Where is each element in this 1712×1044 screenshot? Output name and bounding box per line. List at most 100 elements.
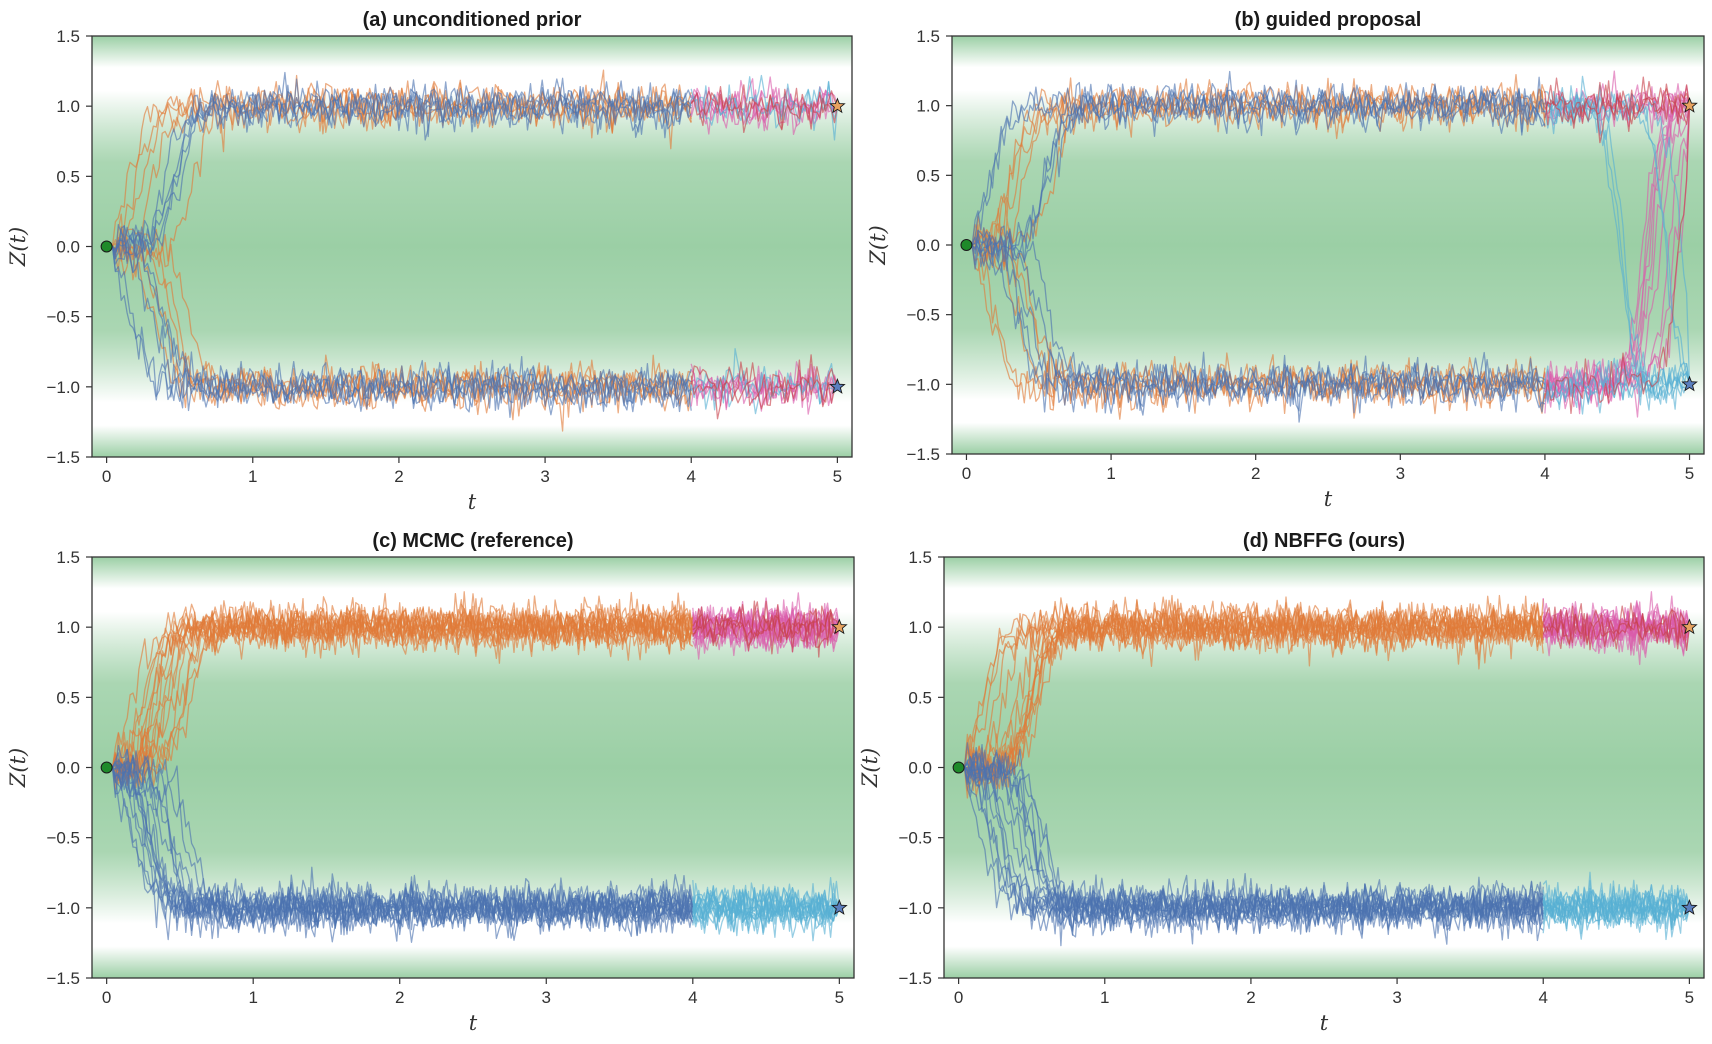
y-tick-label: 1.5 — [56, 548, 80, 567]
x-axis-label: t — [1324, 487, 1333, 511]
sample-path-blue — [966, 235, 1546, 413]
sample-path-red — [692, 601, 840, 655]
x-tick-label: 1 — [248, 988, 257, 1007]
sample-path-red — [690, 86, 839, 134]
sample-path-red — [1544, 81, 1691, 129]
target-star-blue — [829, 378, 846, 394]
y-axis-label: Z(t) — [858, 748, 882, 788]
sample-path-blue — [106, 755, 694, 936]
sample-path-red — [692, 600, 840, 658]
y-tick-label: 0.5 — [56, 688, 80, 707]
sample-path-red — [690, 354, 839, 420]
sample-path-orange — [106, 592, 694, 776]
x-tick-label: 4 — [686, 467, 695, 486]
panel-1: 0 1 2 3 4 5 −1.5 −1.0 −0.5 0.0 0.5 1.0 1.5 (a) uncond… — [6, 9, 853, 514]
sample-path-cyan — [1544, 93, 1691, 400]
target-star-orange — [829, 97, 846, 114]
x-tick-label: 1 — [248, 467, 257, 486]
y-tick-label: −1.5 — [46, 448, 80, 467]
x-tick-label: 5 — [1685, 988, 1694, 1007]
y-tick-label: 0.5 — [908, 688, 932, 707]
y-tick-label: 1.5 — [56, 27, 80, 46]
x-tick-label: 4 — [1538, 988, 1547, 1007]
x-tick-label: 3 — [1396, 464, 1405, 483]
x-tick-label: 0 — [102, 467, 111, 486]
y-tick-label: 1.5 — [916, 27, 940, 46]
y-tick-label: 1.0 — [908, 618, 932, 637]
sample-path-blue — [958, 752, 1544, 936]
y-tick-label: −0.5 — [46, 308, 80, 327]
sample-path-blue — [106, 79, 692, 259]
y-tick-label: −1.0 — [898, 899, 932, 918]
sample-path-cyan — [692, 882, 840, 935]
sample-paths — [958, 591, 1691, 947]
y-axis-label: Z(t) — [6, 227, 30, 267]
sample-paths — [966, 70, 1691, 423]
x-tick-label: 2 — [1251, 464, 1260, 483]
panel-title: (a) unconditioned prior — [363, 9, 582, 31]
y-axis-label: Z(t) — [6, 748, 30, 788]
sample-path-red — [1544, 76, 1691, 144]
sample-path-blue — [106, 77, 692, 259]
x-axis-label: t — [468, 490, 477, 514]
y-tick-label: −1.5 — [46, 969, 80, 988]
x-tick-label: 2 — [395, 988, 404, 1007]
target-star-orange — [1681, 96, 1698, 113]
sample-path-cyan — [692, 882, 840, 942]
panel-title: (d) NBFFG (ours) — [1243, 530, 1405, 552]
panel-2: 0 1 2 3 4 5 −1.5 −1.0 −0.5 0.0 0.5 1.0 1.5 (b) guided… — [866, 9, 1705, 511]
y-tick-label: 0.5 — [916, 166, 940, 185]
sample-path-cyan — [690, 76, 839, 121]
y-tick-label: 0.0 — [56, 238, 80, 257]
sample-path-blue — [106, 78, 692, 253]
y-tick-label: −1.0 — [906, 375, 940, 394]
target-star-orange — [1681, 618, 1698, 635]
sample-path-orange — [958, 608, 1544, 799]
x-tick-label: 2 — [1246, 988, 1255, 1007]
y-tick-label: −0.5 — [906, 306, 940, 325]
x-tick-label: 1 — [1106, 464, 1115, 483]
panel-4: 0 1 2 3 4 5 −1.5 −1.0 −0.5 0.0 0.5 1.0 1.5 (d) NBFFG … — [858, 530, 1705, 1035]
target-star-orange — [831, 618, 848, 635]
y-tick-label: −1.5 — [906, 445, 940, 464]
sample-path-blue — [966, 229, 1546, 416]
sample-path-red — [1544, 105, 1691, 415]
start-marker — [100, 761, 113, 774]
sample-path-pink — [1544, 105, 1691, 405]
x-tick-label: 3 — [540, 467, 549, 486]
y-tick-label: 1.5 — [908, 548, 932, 567]
sample-path-pink — [1542, 602, 1690, 653]
sample-path-cyan — [1542, 880, 1690, 933]
y-tick-label: 0.0 — [916, 236, 940, 255]
sample-path-red — [690, 359, 838, 408]
x-tick-label: 0 — [102, 988, 111, 1007]
sample-path-cyan — [690, 74, 839, 141]
sample-path-blue — [966, 85, 1546, 246]
sample-path-red — [1542, 605, 1690, 650]
sample-path-blue — [106, 757, 694, 934]
x-tick-label: 2 — [394, 467, 403, 486]
x-tick-label: 4 — [1540, 464, 1549, 483]
y-tick-label: 1.0 — [56, 97, 80, 116]
target-star-blue — [1681, 899, 1698, 915]
target-star-blue — [831, 899, 848, 915]
y-axis-label: Z(t) — [866, 225, 890, 265]
sample-path-blue — [106, 71, 692, 258]
x-tick-label: 1 — [1100, 988, 1109, 1007]
y-tick-label: 0.0 — [908, 759, 932, 778]
panel-title: (b) guided proposal — [1235, 9, 1422, 31]
y-tick-label: 1.0 — [56, 618, 80, 637]
x-tick-label: 3 — [542, 988, 551, 1007]
y-tick-label: 0.5 — [56, 167, 80, 186]
start-marker — [100, 240, 113, 253]
y-tick-label: 1.0 — [916, 97, 940, 116]
sample-path-cyan — [1542, 879, 1690, 933]
sample-path-blue — [966, 84, 1546, 272]
y-tick-label: 0.0 — [56, 759, 80, 778]
sample-path-red — [1542, 606, 1690, 650]
sample-path-blue — [966, 239, 1546, 413]
start-marker — [960, 239, 973, 251]
sample-paths — [106, 591, 840, 943]
sample-path-red — [692, 600, 840, 653]
